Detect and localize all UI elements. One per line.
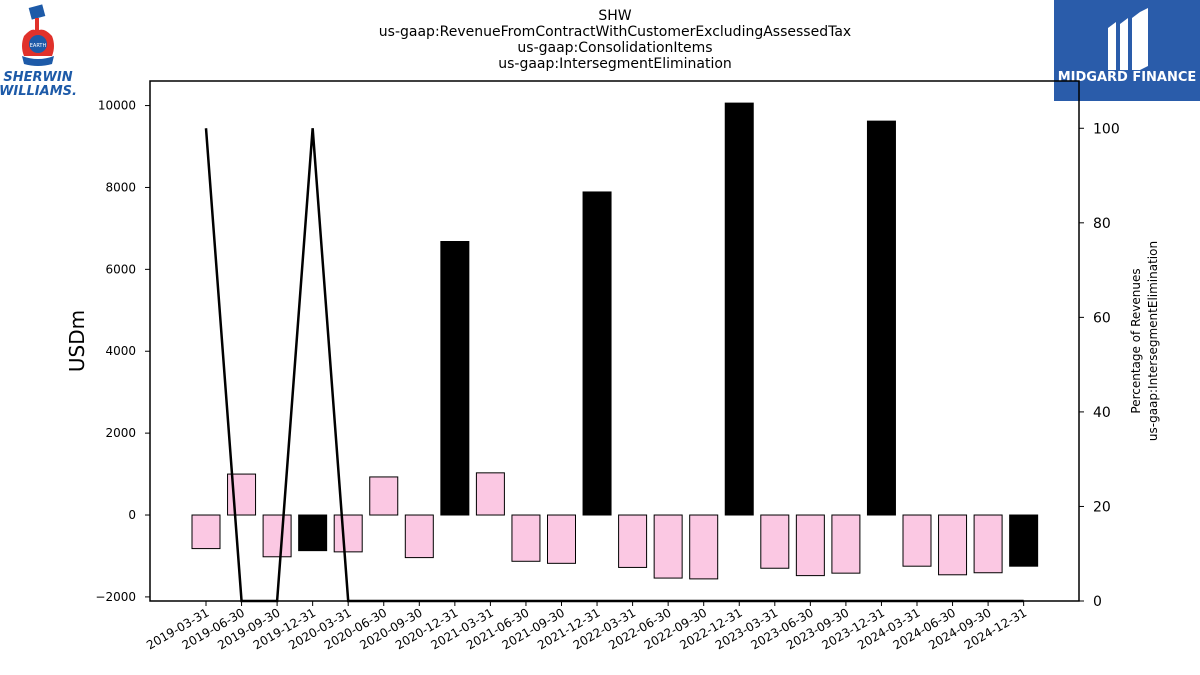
y-tick-label: 8000 [105,180,136,194]
title-line-3: us-gaap:ConsolidationItems [517,40,712,56]
bar-2022-06-30 [653,514,683,579]
bar-2024-06-30 [938,514,968,576]
paint-can-icon: EARTH [22,4,54,66]
bar-2021-06-30 [511,514,541,562]
sherwin-logo-line1: SHERWIN [3,70,72,85]
y-axis-right-label-line1: Percentage of Revenues [1129,268,1143,413]
y-tick-label: 0 [128,508,136,522]
bar-2023-09-30 [831,514,861,574]
bar-2022-09-30 [689,514,719,580]
y-axis-right-label-line2: us-gaap:IntersegmentElimination [1146,241,1160,441]
y-right-tick-label: 60 [1093,310,1111,326]
y-right-tick-label: 40 [1093,405,1111,421]
y-right-tick-label: 0 [1093,594,1102,610]
y-right-tick-label: 100 [1093,121,1120,137]
y-right-tick-label: 20 [1093,499,1111,515]
bar-2020-12-31 [440,241,470,516]
y-right-tick-label: 80 [1093,216,1111,232]
bar-2021-12-31 [582,191,612,516]
bar-2021-09-30 [547,514,576,564]
bar-2020-06-30 [369,476,399,516]
title-line-4: us-gaap:IntersegmentElimination [498,56,732,72]
bar-2024-12-31 [1009,514,1039,567]
bar-2019-03-31 [191,514,221,550]
midgard-logo-text: MIDGARD FINANCE [1058,70,1197,85]
sherwin-logo-line2: WILLIAMS. [0,84,77,99]
bar-2019-12-31 [298,514,328,552]
bar-2022-12-31 [724,102,754,516]
bar-2024-03-31 [902,514,932,567]
bar-2023-03-31 [760,514,790,569]
bar-2020-03-31 [333,514,363,553]
bar-2022-03-31 [618,514,648,568]
y-axis-right: 0 20 40 60 80 100 [1079,121,1120,610]
percentage-line [204,128,1024,603]
title-line-1: SHW [598,8,631,24]
title-line-2: us-gaap:RevenueFromContractWithCustomerE… [379,24,851,40]
y-tick-label: 6000 [105,262,136,276]
bar-2021-03-31 [475,472,505,516]
bar-2019-09-30 [262,514,292,558]
y-tick-label: 10000 [98,99,136,113]
y-tick-label: −2000 [95,590,136,604]
y-axis-left: −2000 0 2000 4000 6000 8000 10000 [95,99,150,604]
line-series [204,128,1024,603]
svg-text:EARTH: EARTH [30,43,47,49]
bar-2020-09-30 [404,514,434,559]
x-axis: 2019-03-312019-06-302019-09-302019-12-31… [144,601,1029,652]
bar-2023-06-30 [795,514,825,577]
midgard-finance-logo: MIDGARD FINANCE [1054,0,1200,101]
y-tick-label: 4000 [105,344,136,358]
bar-2023-12-31 [866,120,896,516]
sherwin-williams-logo: EARTH SHERWIN WILLIAMS. [0,4,77,99]
y-axis-label: USDm [65,310,89,372]
y-tick-label: 2000 [105,426,136,440]
midgard-emblem-icon [1108,8,1148,70]
chart-title: SHW us-gaap:RevenueFromContractWithCusto… [379,8,851,72]
bar-series [191,102,1039,580]
bar-2024-09-30 [973,514,1003,574]
